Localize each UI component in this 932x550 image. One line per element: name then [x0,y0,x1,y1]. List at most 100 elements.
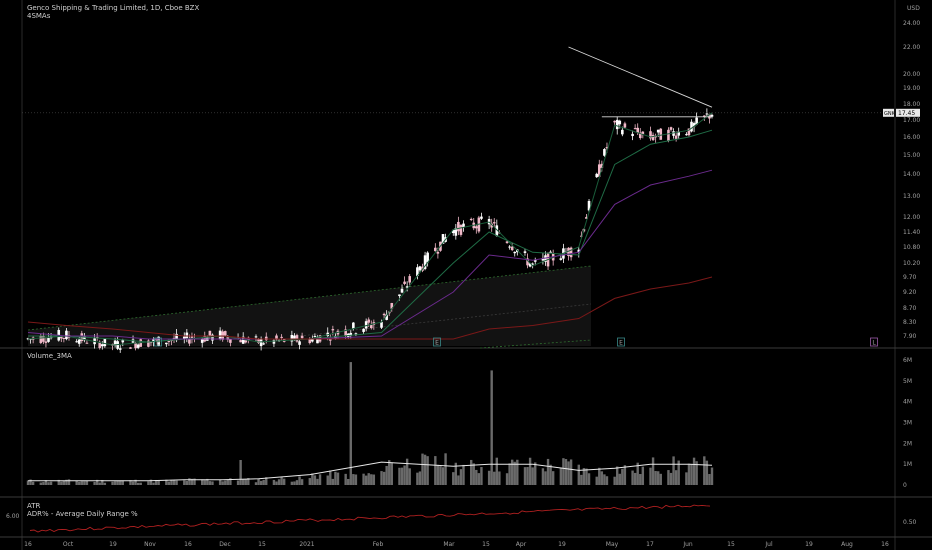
candle-body [200,339,204,343]
volume-bar [362,473,365,485]
event-badge-box [154,337,162,347]
candle-body [175,333,178,341]
candle-body [65,330,68,340]
time-tick-label: Jun [682,541,693,548]
volume-bar [708,473,711,485]
atr-pane-title[interactable]: ATR [27,502,41,510]
candle-body [241,336,245,344]
volume-bar [462,464,465,485]
candle-body [631,133,634,137]
volume-bar [311,473,314,485]
candle-body [308,339,312,344]
candle-body [77,339,81,344]
volume-bar [633,472,637,485]
candle-body [480,216,483,219]
candle-body [492,222,496,224]
volume-bar [631,470,634,485]
volume-bar [472,463,475,485]
volume-bar [705,460,709,485]
volume-bar [441,467,445,485]
price-tick-label: 19.00 [903,85,920,92]
candle-body [490,223,493,228]
candle-body [147,340,150,347]
currency-label: USD [907,5,920,12]
volume-bar [265,477,268,485]
volume-tick-label: 2M [903,440,912,447]
volume-bar [65,479,68,485]
volume-bar [229,478,232,485]
volume-bar [211,481,214,485]
candle-body [226,337,230,340]
candle-body [149,342,153,344]
volume-bar [80,481,83,485]
volume-bar [564,459,568,485]
volume-bar [101,479,104,485]
volume-bar [516,459,519,485]
volume-bar [505,473,509,485]
volume-bar [398,467,401,485]
event-badge-label: L [872,340,876,347]
volume-pane-title[interactable]: Volume_3MA [27,352,72,360]
candle-body [185,332,189,339]
volume-bar [498,471,501,485]
volume-bar [434,456,437,485]
candle-body [513,251,517,254]
volume-tick-label: 0 [903,482,907,489]
volume-bar [513,461,516,485]
volume-bar [621,468,624,485]
volume-bar [582,468,586,485]
volume-bar [436,464,440,485]
candle-body [613,120,616,123]
volume-bar [423,454,427,485]
price-tick-label: 16.00 [903,134,920,141]
candle-body [42,335,45,342]
candle-body [60,335,63,339]
candle-body [641,131,645,134]
candle-body [549,251,552,253]
indicator-label[interactable]: 4SMAs [27,12,51,20]
candle-body [313,336,317,338]
candle-body [451,229,455,234]
sma-line [28,129,713,343]
volume-bar [616,466,619,485]
volume-bar [526,467,529,485]
volume-bar [490,370,493,485]
candle-body [208,330,212,337]
candle-body [595,173,599,178]
volume-bar [598,467,601,485]
volume-bar [641,466,645,485]
volume-bar [400,467,404,485]
price-tick-label: 8.70 [903,305,917,312]
candle-body [262,343,265,345]
volume-bar [403,465,406,485]
candle-body [408,276,412,283]
volume-bar [318,474,322,485]
time-tick-label: Aug [841,541,853,548]
symbol-title[interactable]: Genco Shipping & Trading Limited, 1D, Cb… [27,4,200,12]
candle-body [667,129,670,141]
candle-body [136,344,140,348]
volume-bar [685,472,688,485]
volume-bar [672,456,675,485]
candle-body [580,235,583,237]
volume-bar [57,479,60,485]
candle-body [462,223,465,228]
volume-tick-label: 3M [903,420,912,427]
volume-bar [549,464,552,485]
candle-body [577,249,581,253]
volume-bar [687,463,691,485]
price-tick-label: 20.00 [903,71,920,78]
volume-bar [62,480,66,485]
candle-body [275,335,278,340]
volume-bar [367,473,370,485]
candle-body [457,221,460,232]
candle-body [441,234,445,244]
volume-bar [454,462,458,485]
volume-bar [487,470,491,485]
volume-bar [390,462,393,485]
adr-pane-subtitle[interactable]: ADR% - Average Daily Range % [27,510,138,518]
time-tick-label: 16 [881,541,889,548]
volume-bar [618,473,621,485]
upper-trendline [27,265,592,331]
